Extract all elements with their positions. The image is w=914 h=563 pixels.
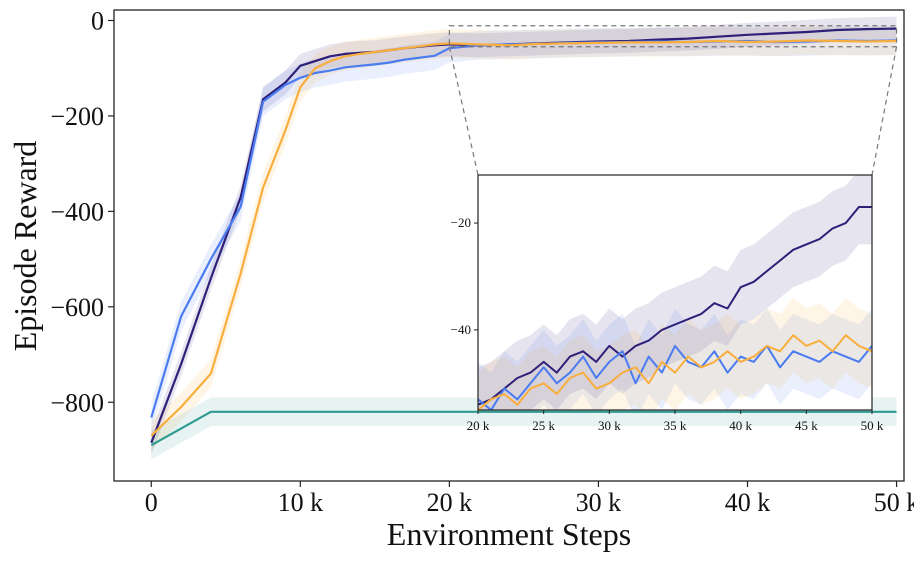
inset-x-tick-label: 40 k [729,418,752,433]
inset-zoom-plot: 20 k 25 k 30 k 35 k 40 k 45 k 50 k −20 −40 [451,174,884,433]
y-tick-label: −200 [50,102,104,131]
inset-background [478,175,872,410]
series-band-4 [151,397,897,460]
x-tick-label: 50 k [874,488,914,517]
inset-series-line-3 [478,334,872,410]
series-lines [150,27,897,447]
inset-y-tick-label: −20 [451,215,471,230]
x-tick-label: 10 k [278,488,324,517]
y-axis-ticks: 0 −200 −400 −600 −800 [50,6,114,417]
y-tick-label: −400 [50,197,104,226]
inset-series-band-3 [478,297,872,410]
x-axis-ticks: 0 10 k 20 k 30 k 40 k 50 k [145,481,914,517]
inset-y-tick-label: −40 [451,322,471,337]
zoom-indicator [448,25,898,176]
inset-bands [478,175,872,410]
inset-series-line-1 [478,206,872,406]
inset-lines [478,206,872,410]
inset-x-tick-label: 50 k [861,418,884,433]
y-tick-label: −600 [50,293,104,322]
inset-x-tick-label: 35 k [664,418,687,433]
x-tick-label: 30 k [576,488,622,517]
inset-series-band-1 [478,175,872,410]
x-axis-title: Environment Steps [387,516,631,552]
y-tick-label: 0 [91,6,104,35]
zoom-connector-right [871,46,898,176]
series-line-3 [150,39,897,437]
x-tick-label: 0 [145,488,158,517]
inset-x-tick-label: 20 k [467,418,490,433]
inset-x-tick-label: 45 k [795,418,818,433]
zoom-connector-left [448,46,479,176]
plot-frame [113,9,905,482]
x-tick-label: 20 k [427,488,473,517]
x-tick-label: 40 k [725,488,771,517]
series-line-4 [150,410,897,447]
inset-x-tick-label: 30 k [598,418,621,433]
y-tick-label: −800 [50,388,104,417]
inset-x-tick-label: 25 k [532,418,555,433]
confidence-bands [151,16,897,460]
inset-series-line-2 [478,344,872,410]
inset-series-band-2 [478,308,872,410]
y-axis-title: Episode Reward [7,141,43,352]
